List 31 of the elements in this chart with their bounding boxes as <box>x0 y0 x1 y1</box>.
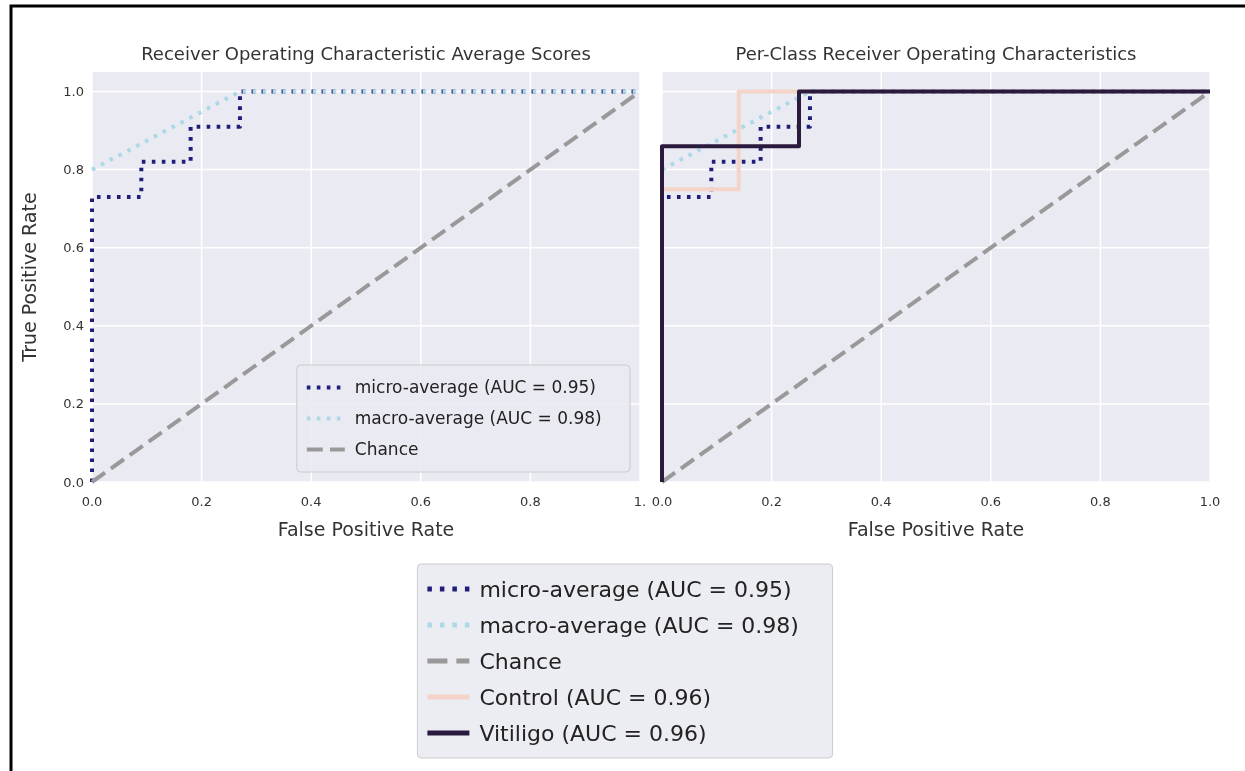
legend-label: Chance <box>479 648 562 674</box>
x-tick-label: 0.0 <box>651 494 673 509</box>
y-tick-label: 0.4 <box>63 318 84 334</box>
x-tick-label: 0.4 <box>870 494 892 509</box>
legend-label: macro-average (AUC = 0.98) <box>479 612 799 638</box>
chart-title: Receiver Operating Characteristic Average Scores <box>141 43 591 64</box>
legend-label: Chance <box>354 439 419 460</box>
chart-title: Per-Class Receiver Operating Characteristics <box>735 43 1137 64</box>
y-tick-label: 1.0 <box>63 84 84 100</box>
x-tick-label: 0.8 <box>520 494 541 509</box>
x-axis-title: False Positive Rate <box>847 518 1025 540</box>
y-tick-label: 0.2 <box>63 396 84 412</box>
legend-label: macro-average (AUC = 0.98) <box>354 408 602 429</box>
legend-label: micro-average (AUC = 0.95) <box>479 576 792 602</box>
x-tick-label: 0.2 <box>761 494 782 509</box>
x-tick-label: 0.8 <box>1090 494 1111 509</box>
x-tick-label: 1.0 <box>1199 494 1221 509</box>
x-axis-title: False Positive Rate <box>277 518 455 540</box>
y-tick-label: 0.8 <box>63 162 84 178</box>
y-axis-title: True Positive Rate <box>18 192 40 363</box>
y-tick-label: 0.6 <box>63 240 84 256</box>
x-tick-label: 0.2 <box>191 494 212 509</box>
legend-label: Vitiligo (AUC = 0.96) <box>479 720 707 746</box>
legend-label: micro-average (AUC = 0.95) <box>354 377 597 398</box>
x-tick-label: 0.6 <box>980 494 1002 509</box>
x-tick-label: 0.4 <box>300 494 322 509</box>
x-tick-label: 0.0 <box>81 494 103 509</box>
x-tick-label: 1. <box>633 494 647 509</box>
legend-label: Control (AUC = 0.96) <box>479 684 712 710</box>
x-tick-label: 0.6 <box>410 494 432 509</box>
y-tick-label: 0.0 <box>63 474 84 490</box>
